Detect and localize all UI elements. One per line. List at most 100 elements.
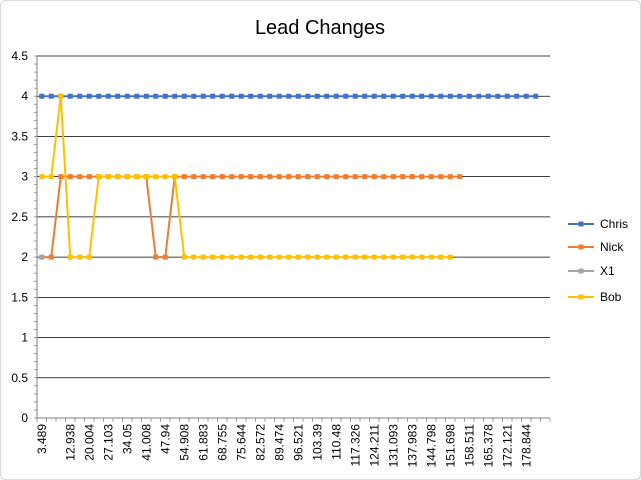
data-point-bob [419, 254, 425, 260]
x-tick-label: 75.644 [234, 424, 248, 461]
series-x1 [39, 254, 45, 260]
data-point-nick [162, 254, 168, 260]
data-point-nick [371, 174, 377, 180]
data-point-nick [219, 174, 225, 180]
x-tick-label: 96.521 [291, 424, 305, 461]
x-tick-label: 144.798 [424, 424, 438, 468]
x-tick-label: 110.48 [329, 424, 343, 460]
data-point-bob [286, 254, 292, 260]
data-point-chris [96, 93, 102, 99]
legend: Chris Nick X1 Bob [568, 217, 628, 304]
data-point-chris [77, 93, 83, 99]
data-point-chris [409, 93, 415, 99]
x-tick-label: 82.572 [253, 424, 267, 461]
x-tick-label: 117.326 [348, 424, 362, 467]
data-point-chris [86, 93, 92, 99]
data-point-bob [48, 174, 54, 180]
data-point-nick [153, 254, 159, 260]
y-tick-label: 2.5 [11, 210, 28, 224]
data-point-bob [229, 254, 235, 260]
data-point-chris [286, 93, 292, 99]
data-point-chris [153, 93, 159, 99]
data-point-nick [333, 174, 339, 180]
y-tick-label: 0 [21, 411, 28, 425]
data-point-chris [447, 93, 453, 99]
data-point-nick [457, 174, 463, 180]
data-point-chris [495, 93, 501, 99]
data-point-bob [409, 254, 415, 260]
data-point-x1 [39, 254, 45, 260]
data-point-bob [438, 254, 444, 260]
data-point-chris [371, 93, 377, 99]
data-point-nick [400, 174, 406, 180]
data-point-bob [390, 254, 396, 260]
data-point-nick [77, 174, 83, 180]
y-tick-label: 1 [21, 331, 28, 345]
data-point-bob [210, 254, 216, 260]
data-point-chris [390, 93, 396, 99]
data-point-chris [362, 93, 368, 99]
data-point-nick [58, 174, 64, 180]
x-tick-label: 12.938 [63, 424, 77, 461]
legend-item-chris: Chris [568, 217, 628, 231]
data-point-nick [286, 174, 292, 180]
data-point-nick [210, 174, 216, 180]
data-point-bob [96, 174, 102, 180]
x-tick-label: 20.004 [82, 424, 96, 461]
x-tick-label: 3.489 [35, 424, 49, 454]
data-point-nick [48, 254, 54, 260]
data-point-chris [533, 93, 539, 99]
data-point-bob [77, 254, 83, 260]
y-tick-label: 4.5 [11, 49, 28, 63]
data-point-chris [504, 93, 510, 99]
data-point-nick [200, 174, 206, 180]
data-point-chris [39, 93, 45, 99]
data-point-bob [352, 254, 358, 260]
data-point-chris [428, 93, 434, 99]
data-point-chris [210, 93, 216, 99]
data-point-chris [105, 93, 111, 99]
data-point-bob [39, 174, 45, 180]
data-point-chris [457, 93, 463, 99]
y-tick-label: 3 [21, 170, 28, 184]
data-point-chris [162, 93, 168, 99]
data-point-bob [181, 254, 187, 260]
data-point-bob [314, 254, 320, 260]
data-point-chris [352, 93, 358, 99]
y-tick-label: 1.5 [11, 290, 28, 304]
data-point-chris [172, 93, 178, 99]
data-point-chris [276, 93, 282, 99]
data-point-nick [390, 174, 396, 180]
x-tick-label: 27.103 [101, 424, 115, 461]
series-chris [39, 93, 539, 99]
data-point-chris [466, 93, 472, 99]
x-tick-label: 47.94 [158, 424, 172, 454]
data-point-nick [267, 174, 273, 180]
x-tick-label: 178.844 [519, 424, 533, 468]
y-tick-label: 3.5 [11, 129, 28, 143]
x-tick-label: 103.39 [310, 424, 324, 461]
data-point-bob [267, 254, 273, 260]
data-point-bob [86, 254, 92, 260]
legend-label: Chris [600, 217, 628, 231]
legend-item-x1: X1 [568, 264, 615, 278]
data-point-chris [134, 93, 140, 99]
data-point-chris [238, 93, 244, 99]
data-point-nick [295, 174, 301, 180]
data-point-chris [400, 93, 406, 99]
data-point-chris [257, 93, 263, 99]
x-tick-label: 124.211 [367, 424, 381, 467]
data-point-bob [276, 254, 282, 260]
legend-swatch-marker [578, 244, 584, 250]
chart-title: Lead Changes [255, 17, 385, 39]
data-point-chris [48, 93, 54, 99]
data-point-bob [162, 174, 168, 180]
data-point-chris [181, 93, 187, 99]
data-point-bob [105, 174, 111, 180]
data-point-nick [67, 174, 73, 180]
data-point-chris [438, 93, 444, 99]
x-tick-label: 165.378 [481, 424, 495, 468]
data-point-chris [200, 93, 206, 99]
data-point-chris [343, 93, 349, 99]
